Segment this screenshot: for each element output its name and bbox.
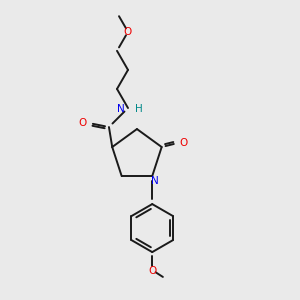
Text: H: H <box>135 104 143 114</box>
Text: O: O <box>179 138 188 148</box>
Text: O: O <box>79 118 87 128</box>
Text: N: N <box>152 176 159 186</box>
Text: O: O <box>124 27 132 37</box>
Text: N: N <box>117 104 125 114</box>
Text: O: O <box>148 266 156 276</box>
